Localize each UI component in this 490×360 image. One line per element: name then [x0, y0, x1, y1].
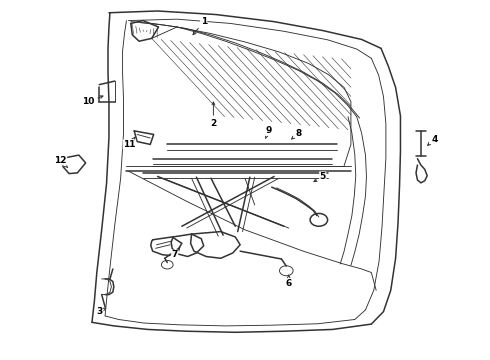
Text: 7: 7 [172, 247, 180, 259]
Text: 4: 4 [428, 135, 438, 145]
Text: 8: 8 [292, 129, 301, 139]
Text: 6: 6 [286, 275, 292, 288]
Text: 9: 9 [265, 126, 271, 139]
Text: 2: 2 [210, 102, 217, 127]
Text: 11: 11 [123, 137, 136, 149]
Text: 10: 10 [82, 96, 103, 106]
Text: 3: 3 [96, 307, 106, 316]
Text: 12: 12 [54, 156, 68, 167]
Text: 5: 5 [314, 172, 326, 181]
Text: 1: 1 [193, 17, 207, 35]
